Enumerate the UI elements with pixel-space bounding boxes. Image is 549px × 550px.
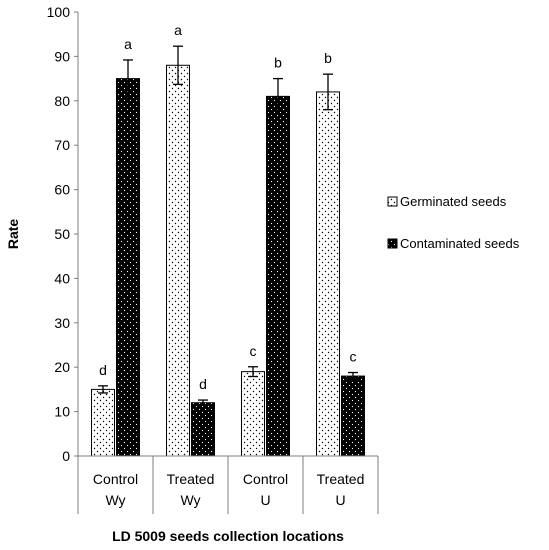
category-label-line: Wy [105, 492, 125, 508]
significance-letter-group: d a c b a d b c [99, 22, 356, 392]
significance-letter: c [250, 343, 257, 359]
legend-label: Germinated seeds [400, 194, 507, 209]
category-label-line: Control [243, 471, 288, 487]
category-label-line: U [335, 492, 345, 508]
category-label-line: Control [93, 471, 138, 487]
y-tick-label: 30 [54, 315, 70, 331]
bar-germinated-0 [91, 388, 115, 457]
x-axis-title: LD 5009 seeds collection locations [112, 528, 344, 544]
y-tick-label: 100 [47, 4, 71, 20]
significance-letter: a [124, 36, 132, 52]
legend-swatch [387, 238, 398, 249]
y-tick-label: 70 [54, 137, 70, 153]
significance-letter: d [199, 376, 207, 392]
y-tick-label: 10 [54, 404, 70, 420]
x-axis-labels: Control Wy Treated Wy Control U Treated U [77, 456, 379, 514]
significance-letter: d [99, 362, 107, 378]
y-tick-label: 90 [54, 48, 70, 64]
significance-letter: b [324, 50, 332, 66]
bar-contaminated-2 [266, 95, 290, 457]
significance-letter: c [350, 349, 357, 365]
bar-contaminated-3 [341, 375, 365, 457]
bar-germinated-1 [166, 64, 190, 457]
bar-contaminated-1 [191, 402, 215, 457]
bar-germinated-3 [316, 91, 340, 457]
category-label-line: U [260, 492, 270, 508]
y-axis-title: Rate [5, 219, 21, 250]
category-label-line: Treated [167, 471, 215, 487]
bar-germinated-2 [241, 371, 265, 457]
significance-letter: a [174, 22, 182, 38]
legend-swatch [387, 196, 398, 207]
bar-contaminated-0 [116, 78, 140, 457]
y-axis-ticks: 0 10 20 30 40 50 60 70 80 90 100 [47, 4, 78, 464]
category-label-line: Treated [317, 471, 365, 487]
legend-label: Contaminated seeds [400, 236, 520, 251]
error-bar-group [98, 45, 358, 407]
significance-letter: b [274, 55, 282, 71]
y-tick-label: 60 [54, 182, 70, 198]
y-tick-label: 40 [54, 270, 70, 286]
y-tick-label: 0 [62, 448, 70, 464]
y-tick-label: 20 [54, 359, 70, 375]
y-tick-label: 50 [54, 226, 70, 242]
y-tick-label: 80 [54, 93, 70, 109]
legend: Germinated seeds Contaminated seeds [387, 194, 520, 251]
category-label-line: Wy [180, 492, 200, 508]
bar-group [91, 64, 365, 457]
